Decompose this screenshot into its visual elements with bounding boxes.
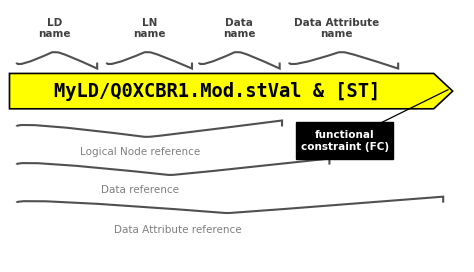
Text: Data
name: Data name [223, 18, 255, 39]
Text: Data reference: Data reference [101, 186, 179, 195]
Text: Data Attribute
name: Data Attribute name [294, 18, 379, 39]
Text: LD
name: LD name [38, 18, 71, 39]
Text: functional
constraint (FC): functional constraint (FC) [301, 130, 389, 152]
FancyBboxPatch shape [296, 122, 393, 159]
Text: Data Attribute reference: Data Attribute reference [114, 225, 242, 235]
Text: Logical Node reference: Logical Node reference [80, 147, 200, 157]
Text: MyLD/Q0XCBR1.Mod.stVal & [ST]: MyLD/Q0XCBR1.Mod.stVal & [ST] [54, 82, 380, 101]
Polygon shape [9, 73, 453, 109]
Text: LN
name: LN name [133, 18, 165, 39]
